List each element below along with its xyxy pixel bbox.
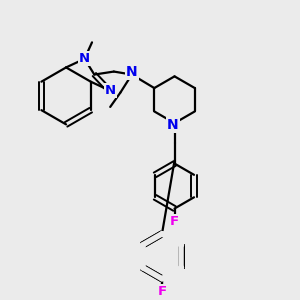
- Text: F: F: [158, 285, 166, 298]
- Text: N: N: [105, 84, 116, 98]
- Text: F: F: [158, 285, 166, 298]
- Text: N: N: [126, 64, 138, 79]
- Text: N: N: [167, 118, 179, 132]
- Text: N: N: [79, 52, 90, 65]
- Text: F: F: [170, 214, 179, 228]
